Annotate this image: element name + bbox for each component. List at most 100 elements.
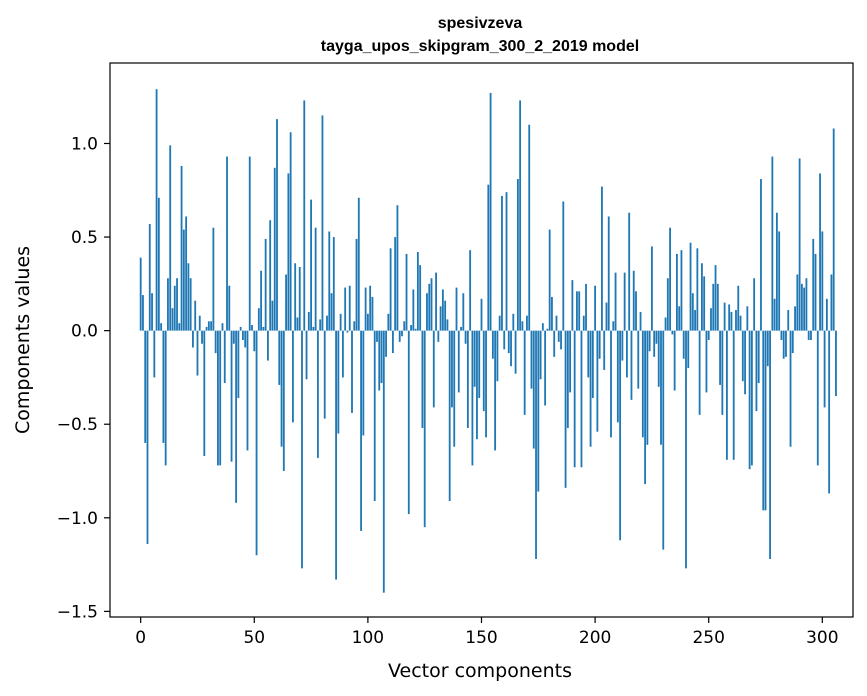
- bar: [332, 237, 335, 331]
- bar: [494, 330, 497, 451]
- x-axis-label: Vector components: [388, 660, 572, 682]
- bar: [825, 298, 828, 331]
- y-axis-ticks: −1.5 −1.0 −0.5 0.0 0.5 1.0: [57, 134, 110, 622]
- bar: [691, 293, 694, 331]
- bar: [182, 229, 185, 331]
- bar: [582, 315, 585, 331]
- bar: [714, 265, 717, 331]
- bar: [805, 278, 808, 331]
- bar: [251, 325, 253, 331]
- bar: [478, 330, 481, 399]
- bar: [373, 330, 376, 501]
- bar: [539, 330, 542, 380]
- bar: [344, 287, 347, 331]
- bar: [803, 287, 806, 331]
- chart-title: spesivzeva: [438, 15, 523, 32]
- bar: [262, 326, 265, 331]
- bar: [503, 330, 506, 350]
- x-axis-ticks: 0 50 100 150 200 250 300: [135, 617, 839, 648]
- bar: [482, 330, 485, 412]
- bar: [185, 216, 188, 331]
- bar: [151, 293, 153, 331]
- bar: [744, 330, 746, 395]
- bar: [398, 330, 401, 342]
- bar: [639, 311, 642, 331]
- bar: [748, 330, 751, 470]
- bar: [705, 330, 708, 393]
- bar: [264, 238, 267, 331]
- bar: [739, 315, 742, 331]
- bar: [721, 330, 724, 415]
- bar: [401, 330, 403, 337]
- bar: [451, 330, 453, 408]
- bar: [523, 330, 526, 415]
- bar: [217, 330, 219, 466]
- bar: [382, 330, 385, 593]
- bar: [662, 330, 665, 550]
- bar: [694, 310, 696, 331]
- bar: [466, 330, 469, 428]
- bar: [348, 285, 351, 331]
- bar: [178, 323, 181, 331]
- x-tick-label: 200: [579, 628, 611, 648]
- bar: [173, 285, 176, 331]
- bar: [369, 285, 372, 331]
- bar: [637, 330, 640, 389]
- bar: [716, 283, 719, 331]
- bar: [510, 330, 512, 367]
- bar: [530, 330, 533, 389]
- bar: [239, 326, 242, 331]
- bar: [603, 330, 606, 370]
- bar: [210, 321, 213, 331]
- bar: [535, 330, 537, 559]
- bar: [671, 330, 674, 335]
- bar: [376, 330, 378, 342]
- bar: [725, 330, 728, 460]
- bar: [242, 330, 244, 340]
- bar: [405, 253, 408, 331]
- bar: [616, 330, 619, 423]
- bar: [819, 173, 821, 331]
- bar: [814, 253, 817, 331]
- bar: [328, 231, 331, 331]
- bar: [205, 326, 208, 331]
- bar: [480, 298, 483, 331]
- bar: [682, 330, 685, 359]
- bar: [698, 330, 701, 415]
- bar: [448, 330, 451, 501]
- bar: [223, 330, 226, 384]
- bar: [757, 330, 760, 384]
- bar: [385, 330, 387, 357]
- bar: [626, 330, 628, 378]
- bar: [666, 278, 669, 331]
- bar: [289, 132, 292, 331]
- bar: [653, 330, 656, 357]
- bar: [710, 308, 712, 331]
- bar: [723, 302, 726, 331]
- bar: [732, 330, 735, 460]
- bar: [335, 330, 337, 580]
- bar: [157, 197, 160, 331]
- bar: [521, 321, 524, 331]
- bar: [810, 330, 812, 340]
- bar: [441, 289, 444, 331]
- bar: [432, 330, 435, 408]
- bar: [428, 283, 431, 331]
- bar: [655, 330, 658, 344]
- bar: [364, 287, 367, 331]
- x-tick-label: 150: [465, 628, 497, 648]
- bar: [139, 257, 142, 331]
- bar: [828, 330, 831, 494]
- bar: [180, 165, 183, 331]
- bar: [719, 330, 721, 385]
- bar: [794, 306, 796, 331]
- bar: [557, 330, 560, 342]
- bar: [469, 250, 472, 331]
- bar: [546, 328, 549, 331]
- bar: [791, 330, 794, 354]
- bar: [728, 304, 731, 331]
- bar: [610, 330, 612, 438]
- bar: [387, 313, 390, 331]
- bar: [439, 306, 442, 331]
